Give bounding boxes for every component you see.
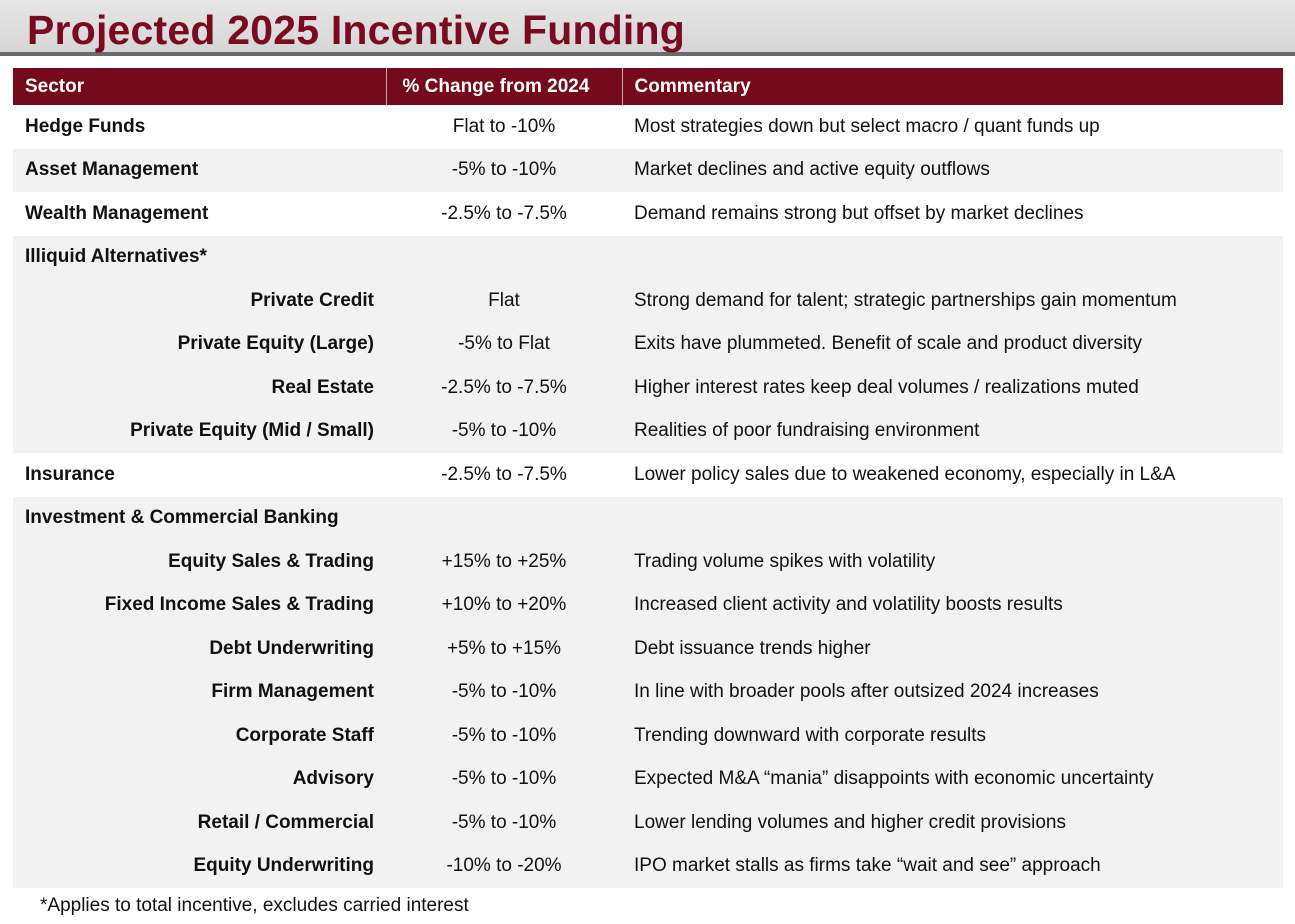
sub-sector-cell: Private Equity (Large)	[13, 322, 386, 366]
sub-sector-cell: Debt Underwriting	[13, 627, 386, 671]
change-cell: +15% to +25%	[386, 540, 622, 584]
commentary-cell: Trading volume spikes with volatility	[622, 540, 1283, 584]
change-cell: -2.5% to -7.5%	[441, 202, 567, 224]
sub-sector-cell: Real Estate	[13, 366, 386, 410]
change-cell	[386, 235, 622, 279]
change-cell: -5% to -10%	[386, 670, 622, 714]
commentary-cell: Lower policy sales due to weakened econo…	[634, 463, 1176, 485]
change-cell: -2.5% to -7.5%	[441, 463, 567, 485]
table-row: Wealth Management -2.5% to -7.5% Demand …	[13, 192, 1283, 236]
table-header: Sector % Change from 2024 Commentary	[13, 68, 1283, 105]
commentary-cell: Expected M&A “mania” disappoints with ec…	[622, 757, 1283, 801]
commentary-cell: Trending downward with corporate results	[622, 714, 1283, 758]
table-body: Hedge Funds Flat to -10% Most strategies…	[13, 105, 1283, 888]
table-row: Corporate Staff -5% to -10% Trending dow…	[13, 714, 1283, 758]
sub-sector-cell: Private Equity (Mid / Small)	[13, 409, 386, 453]
table-row: Fixed Income Sales & Trading +10% to +20…	[13, 583, 1283, 627]
commentary-cell: Demand remains strong but offset by mark…	[634, 202, 1084, 224]
sub-sector-cell: Equity Underwriting	[13, 844, 386, 888]
commentary-cell: Lower lending volumes and higher credit …	[622, 801, 1283, 845]
commentary-cell	[622, 235, 1283, 279]
change-cell: -5% to -10%	[386, 409, 622, 453]
sub-sector-cell: Fixed Income Sales & Trading	[13, 583, 386, 627]
commentary-cell: Strong demand for talent; strategic part…	[622, 279, 1283, 323]
sub-sector-cell: Equity Sales & Trading	[13, 540, 386, 584]
change-cell: -5% to -10%	[386, 757, 622, 801]
sub-sector-cell: Advisory	[13, 757, 386, 801]
group-label: Illiquid Alternatives*	[13, 235, 386, 279]
header-sector: Sector	[13, 68, 387, 105]
sub-sector-cell: Retail / Commercial	[13, 801, 386, 845]
group-label: Investment & Commercial Banking	[13, 496, 386, 540]
commentary-cell	[622, 496, 1283, 540]
table-row: Firm Management -5% to -10% In line with…	[13, 670, 1283, 714]
commentary-cell: Exits have plummeted. Benefit of scale a…	[622, 322, 1283, 366]
change-cell: -5% to -10%	[386, 148, 622, 192]
incentive-funding-table: Sector % Change from 2024 Commentary Hed…	[13, 68, 1283, 888]
footnote: *Applies to total incentive, excludes ca…	[40, 895, 469, 916]
sub-sector-cell: Corporate Staff	[13, 714, 386, 758]
change-cell: -5% to Flat	[386, 322, 622, 366]
sector-cell: Asset Management	[13, 148, 386, 192]
change-cell: +10% to +20%	[386, 583, 622, 627]
change-cell: -2.5% to -7.5%	[386, 366, 622, 410]
table-row: Private Equity (Mid / Small) -5% to -10%…	[13, 409, 1283, 453]
change-cell: +5% to +15%	[386, 627, 622, 671]
page-title: Projected 2025 Incentive Funding	[27, 7, 686, 53]
table-row: Equity Underwriting -10% to -20% IPO mar…	[13, 844, 1283, 888]
change-cell: -5% to -10%	[386, 714, 622, 758]
title-bar: Projected 2025 Incentive Funding	[0, 0, 1295, 56]
group-row-investment-banking: Investment & Commercial Banking	[13, 496, 1283, 540]
sector-cell: Hedge Funds	[25, 115, 146, 137]
table-row: Private Credit Flat Strong demand for ta…	[13, 279, 1283, 323]
sector-cell: Wealth Management	[25, 202, 209, 224]
table-row: Real Estate -2.5% to -7.5% Higher intere…	[13, 366, 1283, 410]
header-commentary: Commentary	[622, 68, 1283, 105]
commentary-cell: Realities of poor fundraising environmen…	[622, 409, 1283, 453]
sub-sector-cell: Firm Management	[13, 670, 386, 714]
table-row: Insurance -2.5% to -7.5% Lower policy sa…	[13, 453, 1283, 497]
table-row: Retail / Commercial -5% to -10% Lower le…	[13, 801, 1283, 845]
commentary-cell: Debt issuance trends higher	[622, 627, 1283, 671]
commentary-cell: Increased client activity and volatility…	[622, 583, 1283, 627]
table-row: Debt Underwriting +5% to +15% Debt issua…	[13, 627, 1283, 671]
change-cell: Flat to -10%	[452, 115, 556, 137]
sub-sector-cell: Private Credit	[13, 279, 386, 323]
table-row: Hedge Funds Flat to -10% Most strategies…	[13, 105, 1283, 149]
commentary-cell: In line with broader pools after outsize…	[622, 670, 1283, 714]
table-row: Advisory -5% to -10% Expected M&A “mania…	[13, 757, 1283, 801]
table-row: Private Equity (Large) -5% to Flat Exits…	[13, 322, 1283, 366]
table-row: Equity Sales & Trading +15% to +25% Trad…	[13, 540, 1283, 584]
group-row-illiquid-alternatives: Illiquid Alternatives*	[13, 235, 1283, 279]
change-cell: -5% to -10%	[386, 801, 622, 845]
change-cell: -10% to -20%	[386, 844, 622, 888]
table-row: Asset Management -5% to -10% Market decl…	[13, 148, 1283, 192]
sector-cell: Insurance	[25, 463, 115, 485]
commentary-cell: Most strategies down but select macro / …	[634, 115, 1100, 137]
change-cell	[386, 496, 622, 540]
header-change: % Change from 2024	[386, 68, 623, 105]
commentary-cell: Higher interest rates keep deal volumes …	[622, 366, 1283, 410]
change-cell: Flat	[386, 279, 622, 323]
commentary-cell: IPO market stalls as firms take “wait an…	[622, 844, 1283, 888]
commentary-cell: Market declines and active equity outflo…	[622, 148, 1283, 192]
header-row: Sector % Change from 2024 Commentary	[13, 68, 1283, 105]
